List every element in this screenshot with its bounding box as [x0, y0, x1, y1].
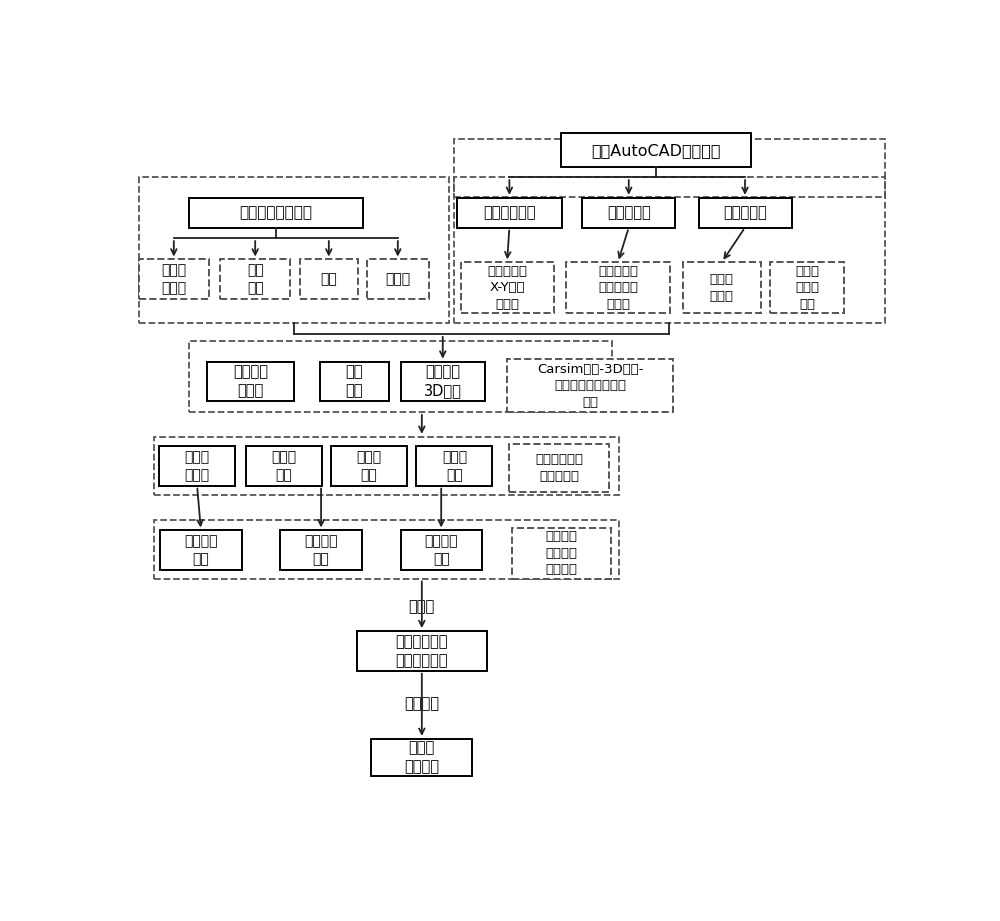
- Bar: [507, 359, 673, 412]
- Text: 车辆
模型: 车辆 模型: [346, 365, 363, 399]
- Bar: [371, 739, 472, 775]
- Text: 公路线形
3D模型: 公路线形 3D模型: [424, 365, 462, 399]
- Bar: [683, 262, 761, 313]
- Text: 轮胎: 轮胎: [320, 273, 337, 286]
- Text: 公路横断面: 公路横断面: [723, 205, 767, 220]
- Bar: [220, 260, 290, 299]
- Bar: [139, 177, 449, 323]
- Bar: [139, 260, 209, 299]
- Bar: [512, 528, 611, 578]
- Bar: [280, 530, 362, 570]
- Bar: [189, 341, 612, 412]
- Text: 车辆外
形尺寸: 车辆外 形尺寸: [161, 263, 186, 296]
- Text: 公路平面线形: 公路平面线形: [483, 205, 536, 220]
- Text: 事故树: 事故树: [409, 599, 435, 613]
- Bar: [416, 446, 492, 485]
- Text: 追尾事故
概率: 追尾事故 概率: [184, 534, 218, 566]
- Bar: [457, 198, 562, 227]
- Text: 悬架
系统: 悬架 系统: [247, 263, 264, 296]
- Bar: [357, 631, 487, 670]
- Text: 公路各桩号处
综合事故概率: 公路各桩号处 综合事故概率: [396, 634, 448, 668]
- Bar: [300, 260, 358, 299]
- Bar: [454, 177, 885, 323]
- Bar: [154, 520, 619, 578]
- Bar: [770, 262, 844, 313]
- Bar: [367, 260, 429, 299]
- Text: 公路中心线
高程随桩号
变化表: 公路中心线 高程随桩号 变化表: [598, 265, 638, 310]
- Text: 公路各桩
号处单车
事故概率: 公路各桩 号处单车 事故概率: [545, 530, 577, 576]
- Text: 侧滑事故
概率: 侧滑事故 概率: [304, 534, 338, 566]
- Bar: [159, 446, 235, 485]
- Bar: [189, 198, 363, 227]
- Text: 路段划分: 路段划分: [404, 696, 439, 712]
- Text: 公路纵断面: 公路纵断面: [607, 205, 651, 220]
- Bar: [154, 437, 619, 495]
- Text: 驾驶员控
制模型: 驾驶员控 制模型: [233, 365, 268, 399]
- Bar: [561, 134, 751, 168]
- Bar: [698, 198, 792, 227]
- Bar: [461, 262, 554, 313]
- Text: Carsim车辆-3D公路-
驾驶员控制耦合仿真
模型: Carsim车辆-3D公路- 驾驶员控制耦合仿真 模型: [537, 363, 643, 409]
- Bar: [207, 362, 294, 402]
- Bar: [331, 446, 407, 485]
- Text: 公路横
向坡度: 公路横 向坡度: [710, 273, 734, 303]
- Bar: [401, 362, 485, 402]
- Text: 公路中心线
X-Y平面
坐标表: 公路中心线 X-Y平面 坐标表: [487, 265, 527, 310]
- Text: 质心侧
偏角: 质心侧 偏角: [271, 449, 296, 482]
- Bar: [160, 530, 242, 570]
- Bar: [320, 362, 389, 402]
- Text: 公路AutoCAD设计文件: 公路AutoCAD设计文件: [591, 143, 721, 157]
- Bar: [401, 530, 482, 570]
- Text: 各路段
事故概率: 各路段 事故概率: [404, 740, 439, 775]
- Bar: [509, 444, 609, 492]
- Text: 横摆角
速度: 横摆角 速度: [357, 449, 382, 482]
- Text: 车辆建模关键参数: 车辆建模关键参数: [240, 205, 313, 220]
- Bar: [246, 446, 322, 485]
- Bar: [566, 262, 670, 313]
- Text: 公路路
面摩擦
系数: 公路路 面摩擦 系数: [795, 265, 819, 310]
- Text: 动力学仿真输
出特征指标: 动力学仿真输 出特征指标: [535, 453, 583, 483]
- Text: 车辆纵
向速度: 车辆纵 向速度: [185, 449, 210, 482]
- Text: 侧翻事故
概率: 侧翻事故 概率: [424, 534, 458, 566]
- Text: 轮胎垂
直力: 轮胎垂 直力: [442, 449, 467, 482]
- Bar: [454, 139, 885, 197]
- Text: 发动机: 发动机: [385, 273, 410, 286]
- Bar: [582, 198, 675, 227]
